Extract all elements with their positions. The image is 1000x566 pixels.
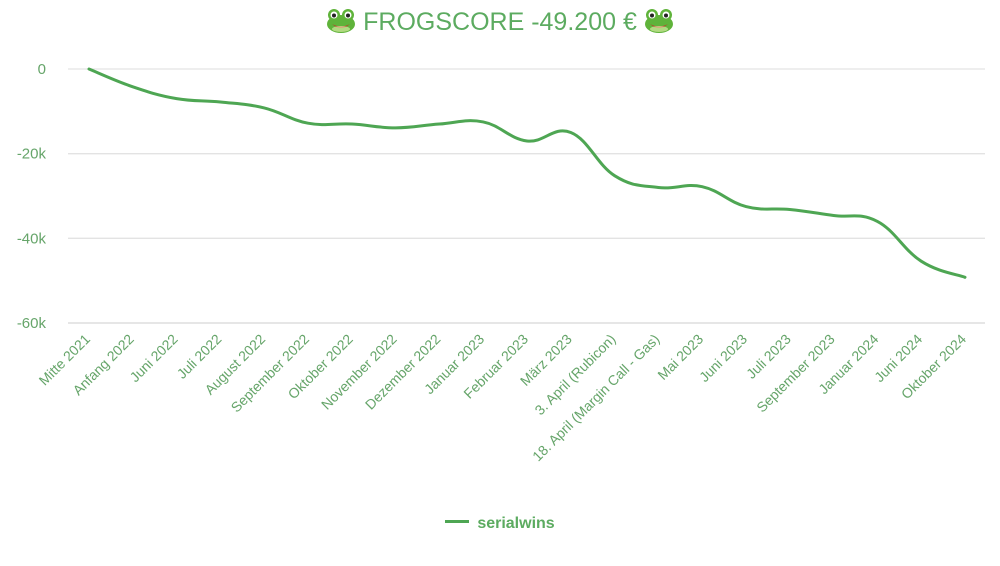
legend[interactable]: serialwins	[0, 515, 1000, 533]
x-tick-label: September 2023	[753, 331, 838, 416]
x-tick-label: Juni 2023	[696, 331, 750, 385]
chart-title: FROGSCORE -49.200 €	[0, 8, 1000, 41]
x-tick-label: Juni 2022	[126, 331, 180, 385]
legend-label-serialwins: serialwins	[477, 515, 555, 532]
legend-swatch-serialwins	[445, 520, 470, 523]
frog-face-icon	[644, 8, 674, 41]
series-line-serialwins[interactable]	[87, 67, 967, 279]
y-tick-label: -20k	[17, 146, 47, 163]
frog-face-icon	[326, 8, 356, 41]
x-tick-label: 3. April (Rubicon)	[531, 331, 618, 418]
x-tick-label: November 2022	[318, 331, 400, 413]
x-tick-label: September 2022	[228, 331, 313, 416]
x-tick-label: Dezember 2022	[362, 331, 444, 413]
y-tick-label: 0	[38, 61, 46, 78]
chart-title-text: FROGSCORE -49.200 €	[363, 8, 637, 36]
y-tick-label: -40k	[17, 230, 47, 247]
y-tick-label: -60k	[17, 315, 47, 332]
